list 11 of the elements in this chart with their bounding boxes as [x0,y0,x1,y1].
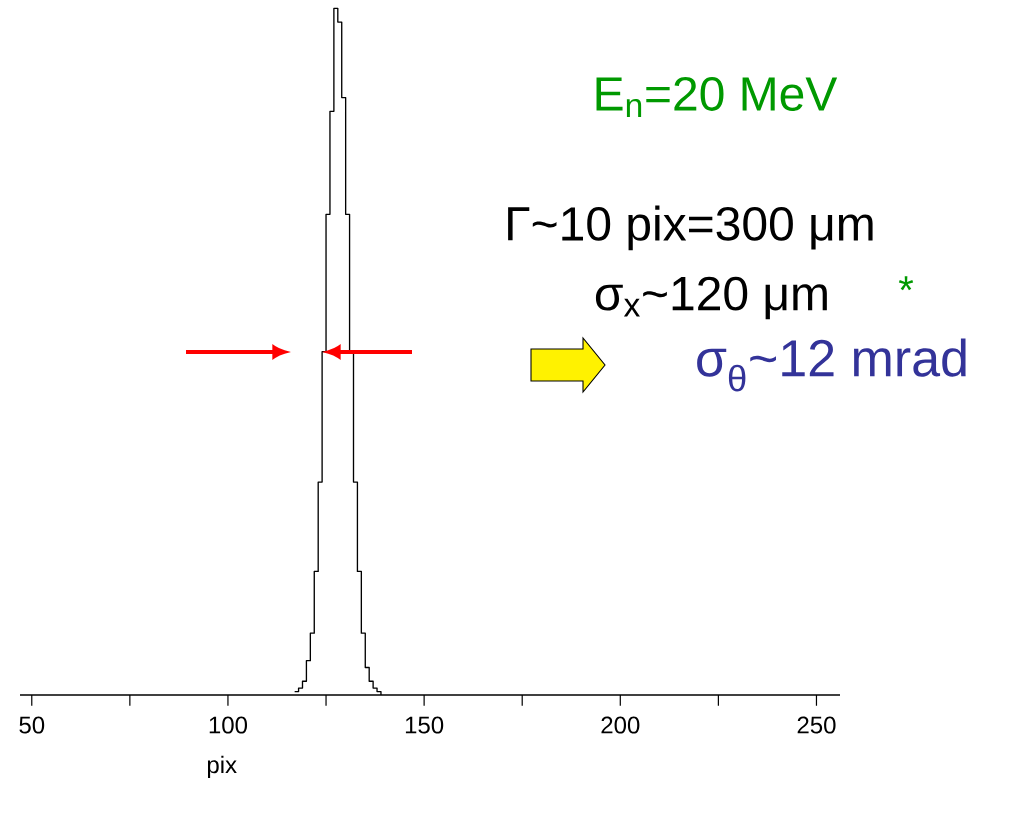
annotation: σ$_{θ}$~12 mrad [697,338,966,392]
annotation: E$_{n}$=20 MeV [596,76,838,118]
x-axis-title: pix [207,755,237,779]
annotation: σ$_{x}$~120 μm [595,276,827,320]
x-tick-label: 150 [405,716,444,734]
x-tick-label: 100 [209,716,248,734]
annotation: Γ~10 pix=300 μm [508,205,873,251]
x-tick-label: 50 [19,716,45,734]
x-tick-label: 250 [797,716,836,734]
x-tick-label: 200 [601,716,640,734]
text: * [898,276,914,291]
